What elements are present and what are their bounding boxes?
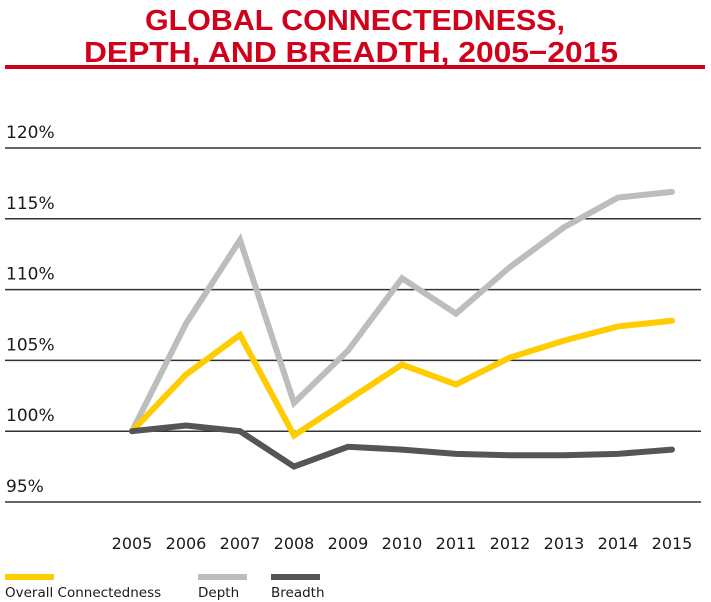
y-tick-label: 95% <box>6 477 44 497</box>
y-tick-label: 120% <box>6 123 55 143</box>
x-tick-label: 2010 <box>382 534 423 553</box>
legend-swatch <box>271 574 320 580</box>
chart-title-line-1: GLOBAL CONNECTEDNESS, <box>145 5 565 37</box>
legend-label: Overall Connectedness <box>5 585 161 601</box>
series-line-depth <box>129 188 675 435</box>
x-tick-label: 2005 <box>112 534 153 553</box>
x-tick-label: 2011 <box>436 534 477 553</box>
legend-label: Depth <box>198 585 239 601</box>
legend-swatch <box>198 574 247 580</box>
x-tick-label: 2015 <box>652 534 693 553</box>
chart-title-line-2: DEPTH, AND BREADTH, 2005−2015 <box>84 37 618 69</box>
x-tick-label: 2008 <box>274 534 315 553</box>
y-tick-label: 110% <box>6 265 55 285</box>
x-tick-label: 2014 <box>598 534 639 553</box>
y-tick-label: 100% <box>6 406 55 426</box>
x-tick-label: 2007 <box>220 534 261 553</box>
x-tick-label: 2012 <box>490 534 531 553</box>
series-line-breadth <box>129 422 675 470</box>
y-axis-ticks: 120% 115% 110% 105% 100% 95% <box>6 123 55 497</box>
y-tick-label: 105% <box>6 335 55 355</box>
x-axis-ticks: 2005 2006 2007 2008 2009 2010 2011 2012 2013 2014… <box>112 534 693 553</box>
gridlines <box>5 147 701 503</box>
title-rule <box>5 65 705 69</box>
x-tick-label: 2006 <box>166 534 207 553</box>
series-lines <box>129 188 675 470</box>
legend-label: Breadth <box>271 585 325 601</box>
x-tick-label: 2013 <box>544 534 585 553</box>
legend-swatch <box>5 574 54 580</box>
legend: Overall Connectedness Depth Breadth <box>5 574 325 601</box>
y-tick-label: 115% <box>6 194 55 214</box>
series-line-overall-connectedness <box>129 317 675 440</box>
x-tick-label: 2009 <box>328 534 369 553</box>
